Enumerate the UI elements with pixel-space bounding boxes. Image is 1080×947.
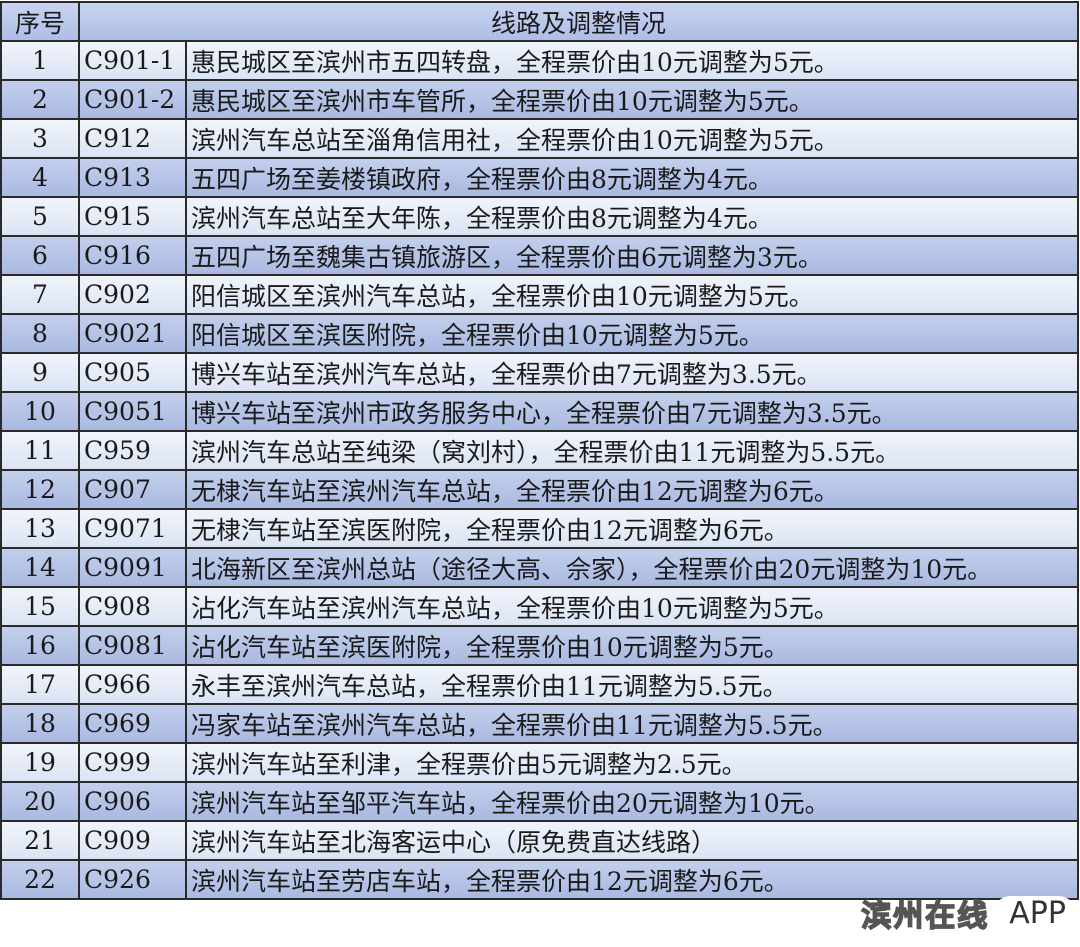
row-index: 11: [0, 430, 80, 471]
route-description: 北海新区至滨州总站（途径大高、佘家），全程票价由20元调整为10元。: [185, 547, 1079, 588]
row-index: 4: [0, 157, 80, 198]
route-code: C906: [78, 781, 187, 822]
table-row: 16 C9081 沾化汽车站至滨医附院，全程票价由10元调整为5元。: [0, 625, 1079, 666]
table-row: 18 C969 冯家车站至滨州汽车总站，全程票价由11元调整为5.5元。: [0, 703, 1079, 744]
route-code: C9051: [78, 391, 187, 432]
row-index: 1: [0, 40, 80, 81]
row-index: 6: [0, 235, 80, 276]
route-description: 惠民城区至滨州市车管所，全程票价由10元调整为5元。: [185, 79, 1079, 120]
route-description: 无棣汽车站至滨医附院，全程票价由12元调整为6元。: [185, 508, 1079, 549]
watermark-text: 滨州在线: [861, 898, 990, 935]
table-row: 11 C959 滨州汽车总站至纯梁（窝刘村），全程票价由11元调整为5.5元。: [0, 430, 1079, 471]
route-description: 惠民城区至滨州市五四转盘，全程票价由10元调整为5元。: [185, 40, 1079, 81]
row-index: 19: [0, 742, 80, 783]
table-row: 10 C9051 博兴车站至滨州市政务服务中心，全程票价由7元调整为3.5元。: [0, 391, 1079, 432]
row-index: 9: [0, 352, 80, 393]
route-description: 沾化汽车站至滨医附院，全程票价由10元调整为5元。: [185, 625, 1079, 666]
route-description: 五四广场至姜楼镇政府，全程票价由8元调整为4元。: [185, 157, 1079, 198]
header-row: 序号 线路及调整情况: [0, 1, 1079, 42]
route-code: C926: [78, 859, 187, 900]
row-index: 22: [0, 859, 80, 900]
route-code: C913: [78, 157, 187, 198]
route-description: 滨州汽车站至利津，全程票价由5元调整为2.5元。: [185, 742, 1079, 783]
row-index: 17: [0, 664, 80, 705]
row-index: 21: [0, 820, 80, 861]
row-index: 13: [0, 508, 80, 549]
route-description: 滨州汽车站至北海客运中心（原免费直达线路）: [185, 820, 1079, 861]
header-index: 序号: [0, 1, 80, 42]
route-description: 滨州汽车总站至大年陈，全程票价由8元调整为4元。: [185, 196, 1079, 237]
route-code: C905: [78, 352, 187, 393]
table-row: 4 C913 五四广场至姜楼镇政府，全程票价由8元调整为4元。: [0, 157, 1079, 198]
row-index: 20: [0, 781, 80, 822]
watermark-logo: 滨州在线 APP: [861, 891, 1076, 935]
route-code: C901-1: [78, 40, 187, 81]
table-row: 3 C912 滨州汽车总站至淄角信用社，全程票价由10元调整为5元。: [0, 118, 1079, 159]
route-code: C908: [78, 586, 187, 627]
row-index: 18: [0, 703, 80, 744]
route-code: C902: [78, 274, 187, 315]
route-description: 无棣汽车站至滨州汽车总站，全程票价由12元调整为6元。: [185, 469, 1079, 510]
table-row: 20 C906 滨州汽车站至邹平汽车站，全程票价由20元调整为10元。: [0, 781, 1079, 822]
row-index: 5: [0, 196, 80, 237]
watermark-app: APP: [993, 895, 1076, 931]
table-row: 7 C902 阳信城区至滨州汽车总站，全程票价由10元调整为5元。: [0, 274, 1079, 315]
table-row: 8 C9021 阳信城区至滨医附院，全程票价由10元调整为5元。: [0, 313, 1079, 354]
route-description: 沾化汽车站至滨州汽车总站，全程票价由10元调整为5元。: [185, 586, 1079, 627]
table-row: 9 C905 博兴车站至滨州汽车总站，全程票价由7元调整为3.5元。: [0, 352, 1079, 393]
table-row: 6 C916 五四广场至魏集古镇旅游区，全程票价由6元调整为3元。: [0, 235, 1079, 276]
route-description: 滨州汽车站至邹平汽车站，全程票价由20元调整为10元。: [185, 781, 1079, 822]
route-description: 滨州汽车总站至纯梁（窝刘村），全程票价由11元调整为5.5元。: [185, 430, 1079, 471]
table-row: 13 C9071 无棣汽车站至滨医附院，全程票价由12元调整为6元。: [0, 508, 1079, 549]
row-index: 15: [0, 586, 80, 627]
header-route: 线路及调整情况: [78, 1, 1079, 42]
route-code: C969: [78, 703, 187, 744]
table-row: 1 C901-1 惠民城区至滨州市五四转盘，全程票价由10元调整为5元。: [0, 40, 1079, 81]
table-row: 15 C908 沾化汽车站至滨州汽车总站，全程票价由10元调整为5元。: [0, 586, 1079, 627]
route-code: C909: [78, 820, 187, 861]
route-description: 博兴车站至滨州市政务服务中心，全程票价由7元调整为3.5元。: [185, 391, 1079, 432]
table-row: 2 C901-2 惠民城区至滨州市车管所，全程票价由10元调整为5元。: [0, 79, 1079, 120]
table-row: 12 C907 无棣汽车站至滨州汽车总站，全程票价由12元调整为6元。: [0, 469, 1079, 510]
row-index: 7: [0, 274, 80, 315]
row-index: 3: [0, 118, 80, 159]
route-code: C999: [78, 742, 187, 783]
route-description: 冯家车站至滨州汽车总站，全程票价由11元调整为5.5元。: [185, 703, 1079, 744]
route-description: 阳信城区至滨州汽车总站，全程票价由10元调整为5元。: [185, 274, 1079, 315]
route-description: 博兴车站至滨州汽车总站，全程票价由7元调整为3.5元。: [185, 352, 1079, 393]
route-code: C907: [78, 469, 187, 510]
table-row: 19 C999 滨州汽车站至利津，全程票价由5元调整为2.5元。: [0, 742, 1079, 783]
route-code: C901-2: [78, 79, 187, 120]
table-row: 17 C966 永丰至滨州汽车总站，全程票价由11元调整为5.5元。: [0, 664, 1079, 705]
route-code: C912: [78, 118, 187, 159]
row-index: 2: [0, 79, 80, 120]
route-description: 五四广场至魏集古镇旅游区，全程票价由6元调整为3元。: [185, 235, 1079, 276]
route-description: 永丰至滨州汽车总站，全程票价由11元调整为5.5元。: [185, 664, 1079, 705]
route-code: C9071: [78, 508, 187, 549]
row-index: 10: [0, 391, 80, 432]
table-row: 5 C915 滨州汽车总站至大年陈，全程票价由8元调整为4元。: [0, 196, 1079, 237]
route-description: 阳信城区至滨医附院，全程票价由10元调整为5元。: [185, 313, 1079, 354]
row-index: 14: [0, 547, 80, 588]
route-description: 滨州汽车总站至淄角信用社，全程票价由10元调整为5元。: [185, 118, 1079, 159]
route-code: C959: [78, 430, 187, 471]
table-row: 21 C909 滨州汽车站至北海客运中心（原免费直达线路）: [0, 820, 1079, 861]
fare-adjustment-table: 序号 线路及调整情况 1 C901-1 惠民城区至滨州市五四转盘，全程票价由10元调…: [0, 1, 1079, 900]
row-index: 12: [0, 469, 80, 510]
route-code: C9091: [78, 547, 187, 588]
route-code: C915: [78, 196, 187, 237]
row-index: 16: [0, 625, 80, 666]
row-index: 8: [0, 313, 80, 354]
table-row: 22 C926 滨州汽车站至劳店车站，全程票价由12元调整为6元。: [0, 859, 1079, 900]
route-code: C9021: [78, 313, 187, 354]
table-row: 14 C9091 北海新区至滨州总站（途径大高、佘家），全程票价由20元调整为10元…: [0, 547, 1079, 588]
route-code: C966: [78, 664, 187, 705]
route-code: C9081: [78, 625, 187, 666]
route-description: 滨州汽车站至劳店车站，全程票价由12元调整为6元。: [185, 859, 1079, 900]
route-code: C916: [78, 235, 187, 276]
